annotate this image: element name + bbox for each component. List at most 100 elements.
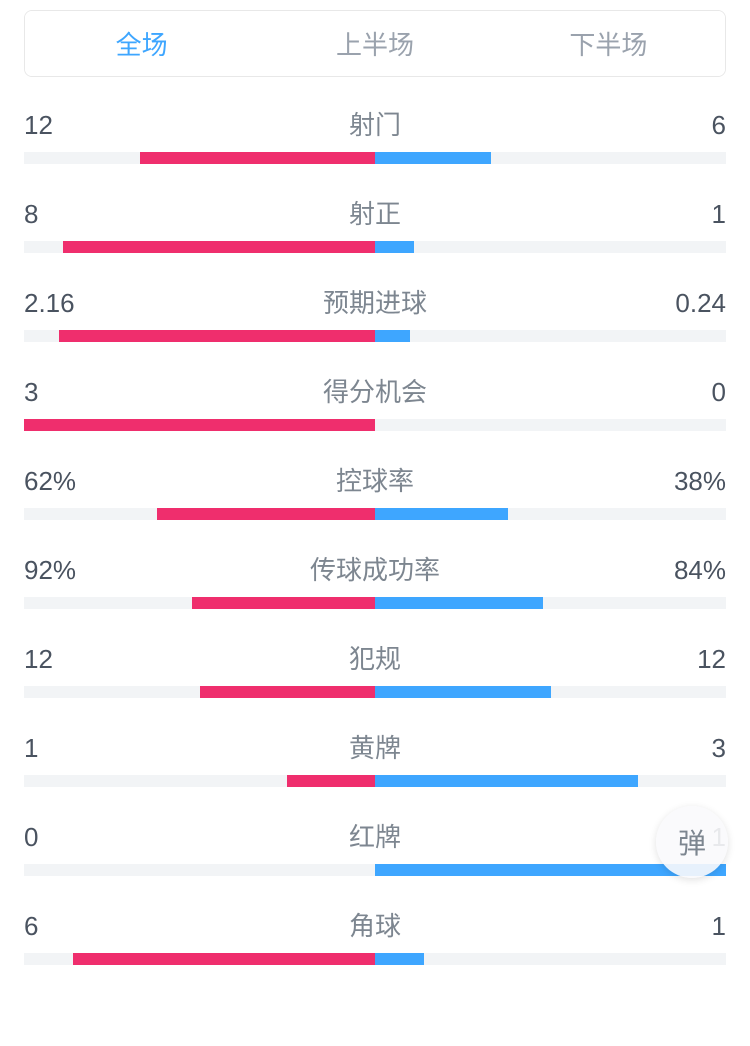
stat-bar-home-fill <box>73 953 375 965</box>
stat-bar-home-half <box>24 864 375 876</box>
stat-bar-home-half <box>24 330 375 342</box>
stat-away-value: 1 <box>606 911 726 942</box>
stat-labels: 12犯规12 <box>24 639 726 676</box>
stat-bar-away-half <box>375 152 726 164</box>
tab-label: 全场 <box>116 30 168 60</box>
stat-name: 射门 <box>144 105 606 142</box>
stat-row: 2.16预期进球0.24 <box>24 283 726 342</box>
stat-bar-home-fill <box>24 419 375 431</box>
stat-bar-away-fill <box>375 775 638 787</box>
stat-name: 犯规 <box>144 639 606 676</box>
stat-bar-track <box>24 508 726 520</box>
stat-bar-away-half <box>375 419 726 431</box>
stat-row: 8射正1 <box>24 194 726 253</box>
stat-labels: 92%传球成功率84% <box>24 550 726 587</box>
stat-row: 92%传球成功率84% <box>24 550 726 609</box>
stat-name: 红牌 <box>144 817 606 854</box>
stat-row: 3得分机会0 <box>24 372 726 431</box>
stat-bar-track <box>24 864 726 876</box>
stat-bar-away-half <box>375 330 726 342</box>
stat-bar-away-half <box>375 686 726 698</box>
stat-name: 角球 <box>144 906 606 943</box>
stat-bar-away-half <box>375 775 726 787</box>
stat-bar-away-fill <box>375 330 410 342</box>
stat-labels: 6角球1 <box>24 906 726 943</box>
stat-away-value: 1 <box>606 199 726 230</box>
stat-bar-home-half <box>24 419 375 431</box>
stat-away-value: 84% <box>606 555 726 586</box>
stat-away-value: 6 <box>606 110 726 141</box>
stat-bar-away-half <box>375 241 726 253</box>
danmu-toggle-label: 弹 <box>678 822 706 862</box>
stat-bar-home-half <box>24 241 375 253</box>
stat-name: 得分机会 <box>144 372 606 409</box>
stat-bar-home-fill <box>287 775 375 787</box>
stat-labels: 2.16预期进球0.24 <box>24 283 726 320</box>
stat-bar-track <box>24 597 726 609</box>
tab-1[interactable]: 上半场 <box>258 11 491 76</box>
stat-bar-away-fill <box>375 686 551 698</box>
stat-bar-track <box>24 953 726 965</box>
stat-bar-away-half <box>375 953 726 965</box>
stat-home-value: 2.16 <box>24 288 144 319</box>
stat-bar-home-half <box>24 953 375 965</box>
stat-bar-track <box>24 241 726 253</box>
stat-labels: 12射门6 <box>24 105 726 142</box>
stat-bar-home-fill <box>157 508 375 520</box>
stat-row: 6角球1 <box>24 906 726 965</box>
stat-home-value: 12 <box>24 644 144 675</box>
stat-home-value: 8 <box>24 199 144 230</box>
stat-bar-away-fill <box>375 953 424 965</box>
stat-bar-track <box>24 330 726 342</box>
tab-2[interactable]: 下半场 <box>492 11 725 76</box>
stat-row: 62%控球率38% <box>24 461 726 520</box>
stat-bar-away-fill <box>375 597 543 609</box>
stat-away-value: 0 <box>606 377 726 408</box>
stat-name: 射正 <box>144 194 606 231</box>
stat-home-value: 92% <box>24 555 144 586</box>
stat-bar-away-fill <box>375 152 491 164</box>
stat-row: 1黄牌3 <box>24 728 726 787</box>
stat-bar-track <box>24 686 726 698</box>
stat-labels: 3得分机会0 <box>24 372 726 409</box>
period-tabs: 全场 上半场 下半场 <box>24 10 726 77</box>
stat-away-value: 12 <box>606 644 726 675</box>
stat-bar-home-half <box>24 597 375 609</box>
stat-away-value: 0.24 <box>606 288 726 319</box>
stat-home-value: 12 <box>24 110 144 141</box>
stat-away-value: 3 <box>606 733 726 764</box>
stat-bar-home-fill <box>200 686 376 698</box>
stat-labels: 8射正1 <box>24 194 726 231</box>
stat-bar-track <box>24 152 726 164</box>
stat-bar-home-fill <box>63 241 375 253</box>
stat-bar-home-half <box>24 508 375 520</box>
stat-labels: 0红牌1 <box>24 817 726 854</box>
tab-0[interactable]: 全场 <box>25 11 258 76</box>
stat-bar-home-fill <box>59 330 375 342</box>
stat-row: 12射门6 <box>24 105 726 164</box>
stat-bar-away-fill <box>375 241 414 253</box>
stat-bar-track <box>24 419 726 431</box>
tab-label: 上半场 <box>336 30 414 60</box>
stat-bar-away-fill <box>375 508 508 520</box>
stat-home-value: 0 <box>24 822 144 853</box>
stat-bar-home-half <box>24 686 375 698</box>
stat-bar-home-fill <box>140 152 375 164</box>
stat-labels: 62%控球率38% <box>24 461 726 498</box>
stat-bar-home-half <box>24 775 375 787</box>
stat-row: 12犯规12 <box>24 639 726 698</box>
stats-list: 12射门68射正12.16预期进球0.243得分机会062%控球率38%92%传… <box>0 105 750 965</box>
stat-name: 传球成功率 <box>144 550 606 587</box>
stat-row: 0红牌1 <box>24 817 726 876</box>
tab-label: 下半场 <box>569 30 647 60</box>
stat-name: 控球率 <box>144 461 606 498</box>
stat-bar-home-fill <box>192 597 375 609</box>
danmu-toggle-button[interactable]: 弹 <box>656 806 728 878</box>
stat-bar-away-half <box>375 508 726 520</box>
stat-away-value: 38% <box>606 466 726 497</box>
stat-home-value: 6 <box>24 911 144 942</box>
stat-home-value: 62% <box>24 466 144 497</box>
stat-bar-away-half <box>375 597 726 609</box>
stat-name: 黄牌 <box>144 728 606 765</box>
stat-home-value: 3 <box>24 377 144 408</box>
